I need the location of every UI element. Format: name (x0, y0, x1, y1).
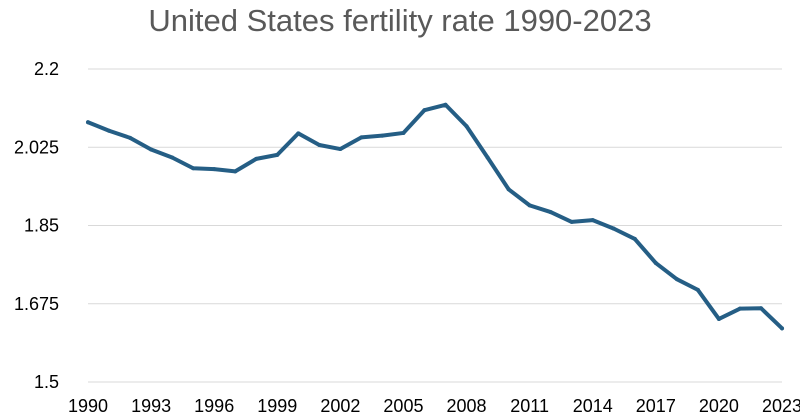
x-tick-label: 2017 (636, 396, 676, 416)
data-point (569, 219, 574, 224)
y-tick-label: 2.2 (34, 59, 59, 79)
y-tick-label: 2.025 (14, 137, 59, 157)
data-point (611, 226, 616, 231)
x-tick-label: 1999 (257, 396, 297, 416)
data-point (737, 306, 742, 311)
x-tick-label: 2008 (447, 396, 487, 416)
x-axis: 1990 1993 1996 1999 2002 2005 2008 2011 2014 2017… (68, 396, 800, 416)
x-tick-label: 2020 (699, 396, 739, 416)
data-point (632, 236, 637, 241)
data-point (653, 261, 658, 266)
data-point (443, 102, 448, 107)
data-point (338, 147, 343, 152)
data-point (233, 169, 238, 174)
y-tick-label: 1.675 (14, 294, 59, 314)
data-point (695, 287, 700, 292)
data-point (86, 120, 90, 125)
data-point (758, 306, 763, 311)
data-point (590, 218, 595, 223)
y-axis: 2.2 2.025 1.85 1.675 1.5 (14, 59, 59, 392)
series-layer (86, 102, 784, 331)
x-tick-label: 2002 (320, 396, 360, 416)
x-tick-label: 1996 (194, 396, 234, 416)
x-tick-label: 2014 (573, 396, 613, 416)
data-point (506, 187, 511, 192)
x-tick-label: 2005 (383, 396, 423, 416)
data-point (422, 108, 427, 113)
x-tick-label: 1990 (68, 396, 108, 416)
data-point (170, 155, 175, 160)
data-point (359, 135, 364, 140)
x-tick-label: 2023 (762, 396, 800, 416)
data-point (296, 131, 301, 136)
x-tick-label: 2011 (510, 396, 549, 416)
data-point (780, 326, 784, 331)
data-point (401, 130, 406, 135)
data-point (527, 203, 532, 208)
data-point (464, 124, 469, 129)
data-point (716, 316, 721, 321)
data-point (548, 210, 553, 215)
data-point (317, 143, 322, 148)
data-point (380, 133, 385, 138)
data-point (485, 155, 490, 160)
x-tick-label: 1993 (131, 396, 171, 416)
data-point (128, 135, 133, 140)
data-point (254, 156, 259, 161)
series-line (86, 102, 784, 331)
y-tick-label: 1.5 (34, 372, 59, 392)
data-point (212, 167, 217, 172)
data-point (191, 166, 196, 171)
grid-layer (88, 68, 782, 383)
data-point (674, 277, 679, 282)
chart-title: United States fertility rate 1990-2023 (148, 3, 652, 38)
data-point (275, 152, 280, 157)
y-tick-label: 1.85 (24, 216, 59, 236)
data-point (149, 147, 154, 152)
data-point (107, 128, 112, 133)
